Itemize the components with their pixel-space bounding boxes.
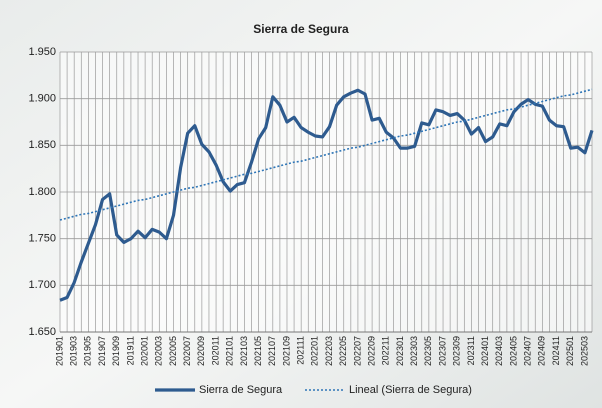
x-tick-label: 202011 xyxy=(210,336,220,365)
x-tick-label: 202305 xyxy=(423,336,433,366)
x-tick-label: 201907 xyxy=(97,336,107,366)
x-tick-label: 202105 xyxy=(253,336,263,366)
x-tick-label: 202109 xyxy=(281,336,291,366)
x-tick-label: 201901 xyxy=(54,336,64,366)
data-line xyxy=(59,88,594,302)
x-tick-label: 201911 xyxy=(125,336,135,365)
x-tick-label: 202307 xyxy=(437,336,447,366)
x-tick-label: 202301 xyxy=(395,336,405,366)
y-tick-label: 1.700 xyxy=(28,279,56,291)
x-tick-label: 202411 xyxy=(551,336,561,365)
x-tick-label: 202209 xyxy=(366,336,376,366)
trend-line xyxy=(59,88,593,221)
x-tick-label: 202401 xyxy=(480,336,490,366)
legend-label: Sierra de Segura xyxy=(199,384,283,396)
x-tick-label: 201909 xyxy=(111,336,121,366)
x-tick-label: 201903 xyxy=(69,336,79,366)
chart-title: Sierra de Segura xyxy=(253,22,349,36)
x-tick-label: 202009 xyxy=(196,336,206,366)
x-tick-label: 202503 xyxy=(579,336,589,366)
y-tick-label: 1.850 xyxy=(28,139,56,151)
x-tick-label: 202207 xyxy=(352,336,362,366)
y-tick-label: 1.750 xyxy=(28,233,56,245)
x-tick-label: 202007 xyxy=(182,336,192,366)
y-tick-label: 1.650 xyxy=(28,326,56,338)
x-tick-label: 202111 xyxy=(296,336,306,365)
x-tick-label: 202203 xyxy=(324,336,334,366)
x-tick-label: 202409 xyxy=(537,336,547,366)
x-tick-label: 202309 xyxy=(452,336,462,366)
x-tick-label: 202211 xyxy=(381,336,391,365)
x-tick-label: 202501 xyxy=(565,336,575,366)
x-tick-label: 202407 xyxy=(523,336,533,366)
x-tick-label: 202201 xyxy=(310,336,320,366)
x-tick-label: 202311 xyxy=(466,336,476,365)
x-tick-label: 202103 xyxy=(239,336,249,366)
x-tick-label: 202107 xyxy=(267,336,277,366)
x-tick-label: 202003 xyxy=(154,336,164,366)
x-tick-label: 202001 xyxy=(139,336,149,366)
x-tick-label: 202205 xyxy=(338,336,348,366)
y-tick-label: 1.900 xyxy=(28,93,56,105)
y-tick-label: 1.800 xyxy=(28,186,56,198)
x-tick-label: 202405 xyxy=(508,336,518,366)
y-tick-label: 1.950 xyxy=(28,46,56,58)
x-tick-label: 202101 xyxy=(225,336,235,366)
x-tick-label: 202005 xyxy=(168,336,178,366)
x-tick-label: 202403 xyxy=(494,336,504,366)
x-tick-label: 201905 xyxy=(83,336,93,366)
x-tick-label: 202303 xyxy=(409,336,419,366)
legend-label: Lineal (Sierra de Segura) xyxy=(349,384,472,396)
